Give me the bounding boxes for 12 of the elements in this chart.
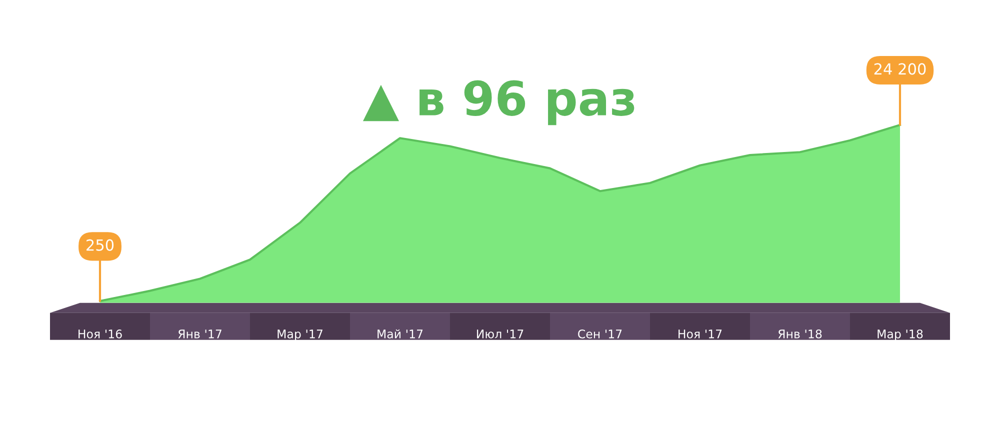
- x-tick-label: Мар '17: [278, 330, 322, 341]
- x-tick-label: Янв '18: [778, 329, 822, 338]
- x-tick-label: Июл '17: [476, 330, 524, 338]
- x-tick-label: Ноя '16: [78, 329, 122, 338]
- data-label: 24 200: [874, 63, 926, 75]
- x-tick-label: Ноя '17: [678, 330, 722, 338]
- x-tick-label: Май '17: [378, 329, 423, 338]
- x-tick-label: Янв '17: [178, 330, 222, 338]
- x-tick-label: Сен '17: [578, 329, 622, 338]
- chart-title: ▲ в 96 раз: [362, 80, 634, 126]
- data-label: 250: [86, 239, 114, 251]
- x-tick-label: Мар '18: [878, 329, 923, 341]
